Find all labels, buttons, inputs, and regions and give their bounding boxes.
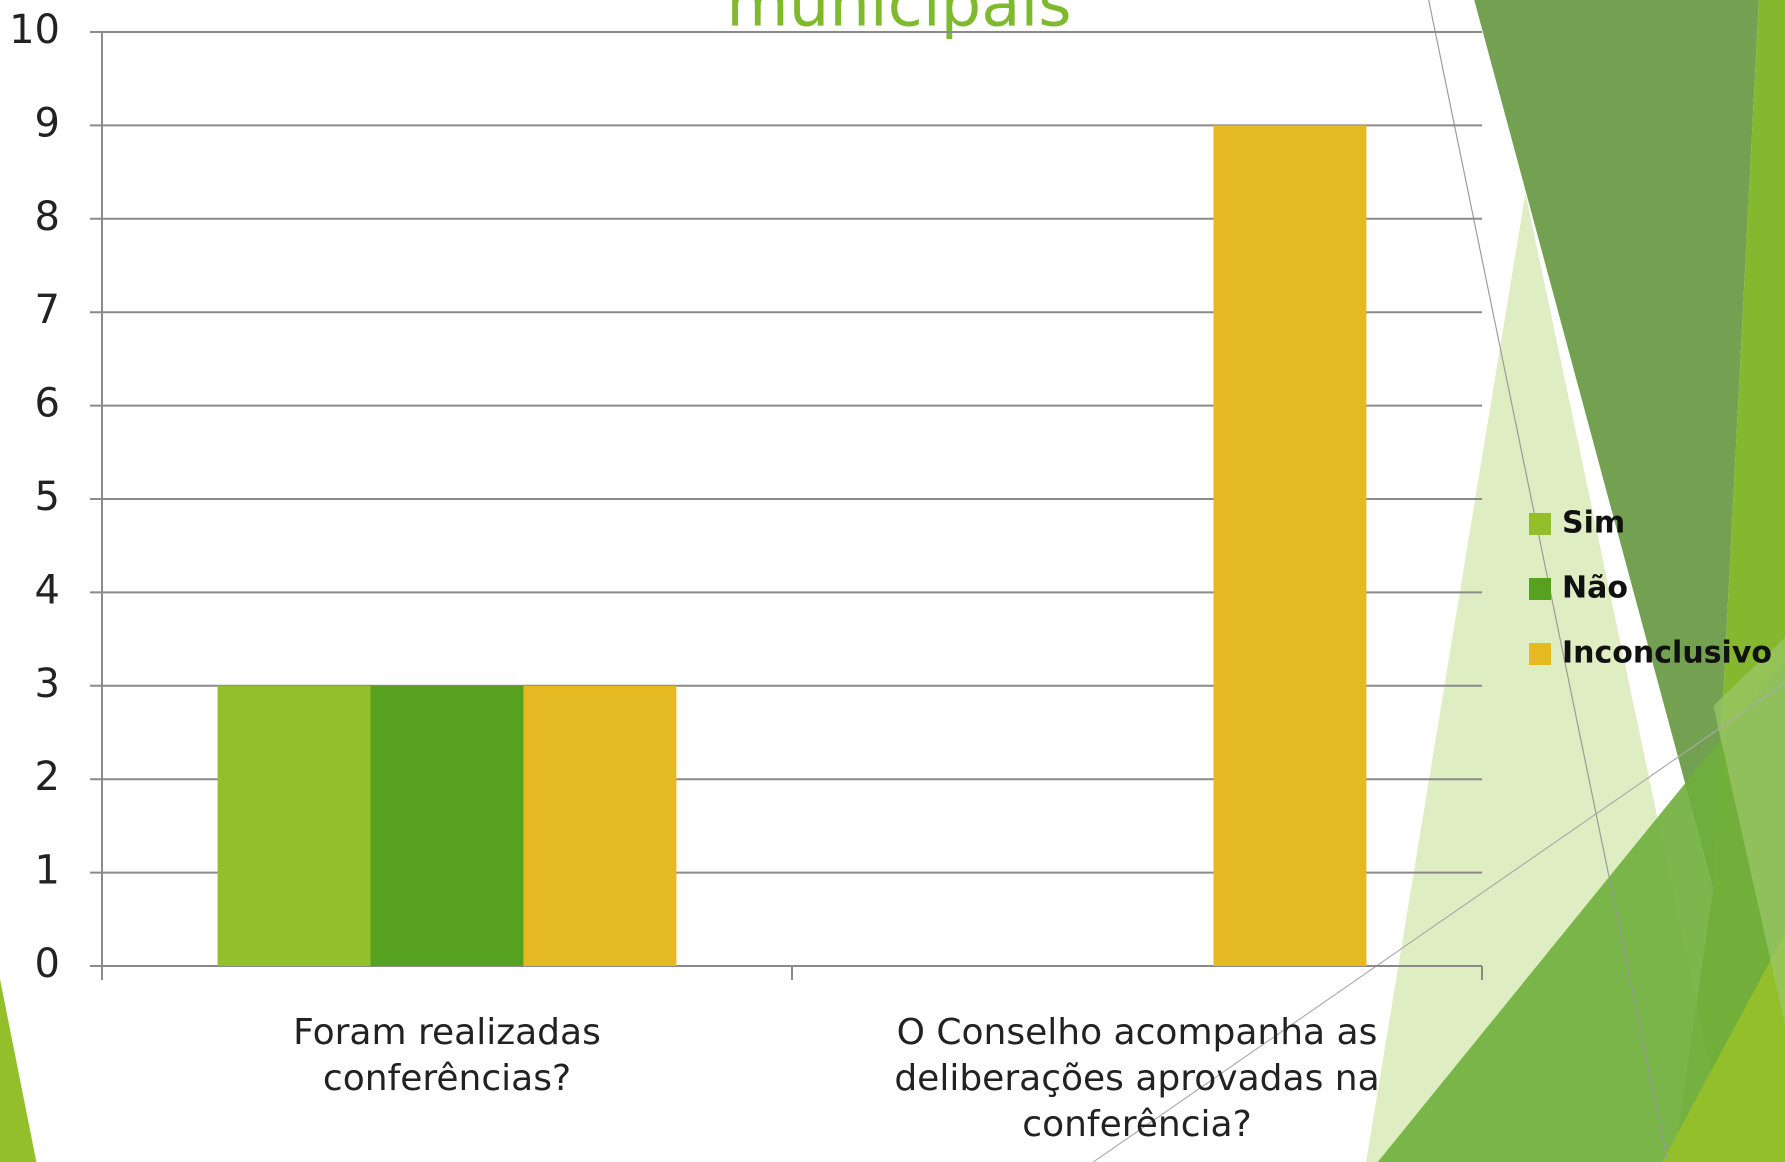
y-tick-label: 10 (9, 7, 60, 53)
bar (370, 685, 524, 966)
y-tick-label: 6 (35, 381, 60, 427)
legend-swatch (1529, 643, 1551, 665)
chart-title: municipais (726, 0, 1071, 42)
legend-label: Inconclusivo (1562, 636, 1772, 671)
x-tick-label: O Conselho acompanha as deliberações apr… (894, 1012, 1380, 1145)
legend-swatch (1529, 578, 1551, 600)
y-tick-label: 0 (35, 941, 60, 987)
y-tick-label: 1 (35, 848, 60, 894)
legend-swatch (1529, 513, 1551, 535)
bar (1213, 125, 1367, 966)
y-tick-label: 3 (35, 661, 60, 707)
bar (523, 685, 677, 966)
legend-label: Não (1562, 571, 1628, 606)
x-tick-label: Foram realizadas conferências? (293, 1012, 601, 1099)
y-tick-label: 2 (35, 754, 60, 800)
y-tick-label: 4 (35, 567, 60, 613)
legend-label: Sim (1562, 506, 1625, 541)
y-tick-label: 8 (35, 194, 60, 240)
bar (217, 685, 371, 966)
y-tick-label: 5 (35, 474, 60, 520)
y-tick-label: 9 (35, 100, 60, 146)
y-tick-label: 7 (35, 287, 60, 333)
